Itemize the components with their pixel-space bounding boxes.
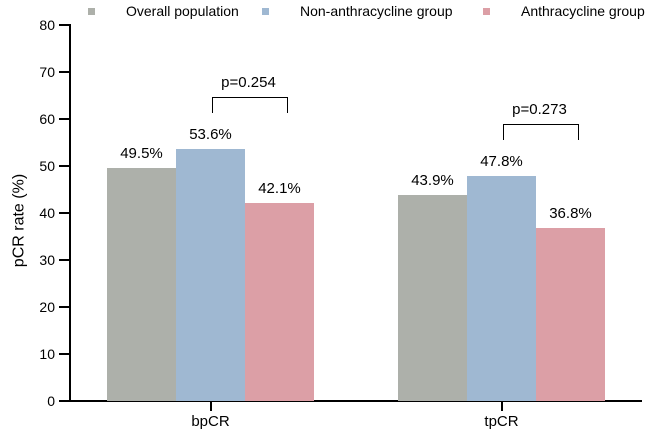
y-tick-label: 10 xyxy=(39,346,55,362)
y-tick-label: 80 xyxy=(39,17,55,33)
significance-bracket xyxy=(502,124,579,141)
x-axis-line xyxy=(69,400,642,402)
y-tick-mark xyxy=(59,259,70,261)
bar-value-label: 53.6% xyxy=(189,126,232,144)
bar-value-label: 42.1% xyxy=(258,180,301,198)
legend-label: Anthracycline group xyxy=(521,3,645,19)
bar-bpCR-overall-population xyxy=(107,168,176,401)
x-category-label: bpCR xyxy=(191,413,230,430)
y-tick-label: 0 xyxy=(47,393,55,409)
legend-item-anthracycline-group: Anthracycline group xyxy=(483,3,645,19)
bar-value-label: 36.8% xyxy=(549,205,592,223)
bar-tpCR-non-anthracycline-group xyxy=(467,176,536,401)
bar-tpCR-anthracycline-group xyxy=(536,228,605,401)
y-tick-mark xyxy=(59,353,70,355)
y-tick-mark xyxy=(59,212,70,214)
y-tick-label: 50 xyxy=(39,158,55,174)
legend-marker-square-icon xyxy=(483,7,490,15)
chart-legend: Overall population Non-anthracycline gro… xyxy=(0,0,672,20)
y-tick-label: 70 xyxy=(39,64,55,80)
bar-value-label: 43.9% xyxy=(411,171,454,189)
y-tick-label: 20 xyxy=(39,299,55,315)
legend-item-non-anthracycline-group: Non-anthracycline group xyxy=(262,3,453,19)
legend-label: Overall population xyxy=(126,3,239,19)
x-category-label: tpCR xyxy=(484,413,519,430)
bar-bpCR-anthracycline-group xyxy=(245,203,314,401)
legend-label: Non-anthracycline group xyxy=(300,3,453,19)
legend-marker-square-icon xyxy=(88,7,95,15)
bar-value-label: 49.5% xyxy=(120,145,163,163)
y-tick-mark xyxy=(59,24,70,26)
x-tick-mark xyxy=(500,402,503,411)
bar-tpCR-overall-population xyxy=(398,194,467,401)
y-axis-line xyxy=(69,24,71,402)
p-value-label: p=0.254 xyxy=(221,74,276,92)
y-tick-mark xyxy=(59,71,70,73)
x-tick-mark xyxy=(209,402,212,411)
bar-value-label: 47.8% xyxy=(480,153,523,171)
y-tick-mark xyxy=(59,118,70,120)
bar-bpCR-non-anthracycline-group xyxy=(176,149,245,401)
y-tick-label: 40 xyxy=(39,205,55,221)
legend-item-overall-population: Overall population xyxy=(88,3,239,19)
y-tick-mark xyxy=(59,400,70,402)
y-tick-mark xyxy=(59,306,70,308)
legend-marker-square-icon xyxy=(262,7,269,15)
y-tick-mark xyxy=(59,165,70,167)
p-value-label: p=0.273 xyxy=(512,101,567,119)
significance-bracket xyxy=(211,97,288,114)
y-tick-label: 30 xyxy=(39,252,55,268)
y-tick-label: 60 xyxy=(39,111,55,127)
